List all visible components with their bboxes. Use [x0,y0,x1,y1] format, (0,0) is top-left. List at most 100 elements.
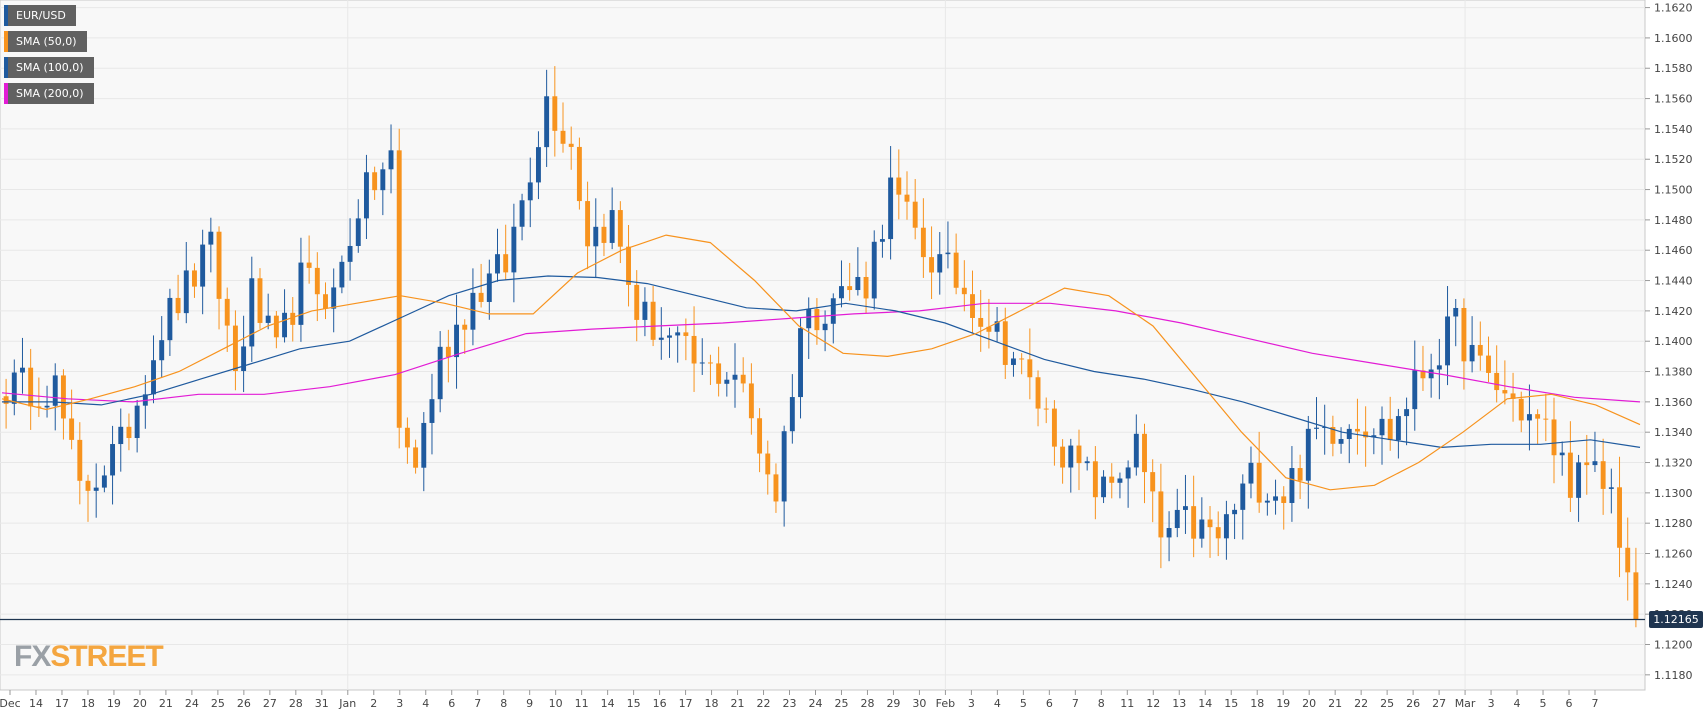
x-tick-label: 11 [575,697,589,710]
logo-fx: FX [14,640,51,673]
candle-body [1117,478,1123,483]
sma200-line [1,302,1641,403]
x-tick-label: 25 [1380,697,1394,710]
candle-body [511,226,517,273]
x-tick-label: 18 [81,697,95,710]
legend-item-sma100[interactable]: SMA (100,0) [4,57,94,78]
candle-body [372,172,378,191]
candle-body [363,172,369,219]
candle-body [904,194,910,202]
y-tick-label: 1.1620 [1654,2,1693,15]
candle-body [1101,476,1107,498]
candle-body [1617,487,1622,548]
candle-body [69,418,75,440]
x-tick-label: 31 [315,697,329,710]
candle-body [93,487,99,491]
candle-body [1289,468,1295,503]
candle-body [298,262,304,325]
candle-body [544,96,550,148]
candle-body [798,328,803,398]
candle-body [1379,418,1385,436]
x-tick-label: 7 [1072,697,1079,710]
candle-body [110,444,116,476]
candle-body [535,147,541,183]
candle-body [1404,409,1410,417]
legend-item-sma200[interactable]: SMA (200,0) [4,83,94,104]
candle-body [1445,316,1450,366]
x-tick-label: Dec [0,697,21,710]
x-tick-label: 27 [1432,697,1446,710]
x-tick-label: 28 [860,697,874,710]
candle-body [830,298,836,324]
candle-body [175,297,181,314]
x-tick-label: 17 [679,697,693,710]
candle-body [1576,462,1582,498]
legend-item-sma50[interactable]: SMA (50,0) [4,31,87,52]
candle-body [1502,390,1508,394]
x-tick-label: 20 [133,697,147,710]
candle-body [1084,461,1090,464]
candle-body [568,143,574,147]
candle-body [986,326,992,332]
candle-body [1248,462,1254,484]
candle-body [470,292,476,330]
legend-item-eurusd[interactable]: EUR/USD [4,5,76,26]
legend-swatch [4,31,8,52]
x-tick-label: 6 [448,697,455,710]
candle-body [306,262,312,268]
plot-area[interactable] [0,0,1646,691]
x-tick-label: 24 [808,697,822,710]
candle-body [585,201,591,247]
candle-body [1019,358,1025,360]
candle-body [1395,416,1401,441]
candle-body [1428,369,1434,379]
candle-body [1207,519,1213,528]
candle-body [454,324,460,358]
candle-body [118,426,124,445]
candle-body [765,453,771,475]
candle-body [863,276,869,299]
candle-body [937,254,943,273]
candle-body [1223,514,1229,539]
candle-body [52,375,58,406]
candle-body [1625,547,1631,573]
candle-body [806,309,812,329]
x-tick-label: 16 [653,697,667,710]
candle-body [593,226,599,247]
candle-body [1027,359,1033,378]
candle-body [249,278,255,347]
x-tick-label: 3 [1488,697,1495,710]
sma100-line [2,275,1641,449]
x-tick-label: 14 [29,697,43,710]
candle-body [724,379,730,384]
x-tick-label: 2 [370,697,377,710]
candle-body [789,397,795,432]
candle-body [1461,307,1467,362]
candle-body [241,346,247,372]
candle-body [560,130,566,144]
x-axis: Dec 14 17 18 19 20 21 24 25 26 27 28 31 Jan 2 3 4 6 7 8 9 10 1… [0,690,1599,710]
candle-body [290,312,296,325]
x-tick-label: 8 [1098,697,1105,710]
x-tick-label: 12 [1146,697,1160,710]
y-tick-label: 1.1560 [1654,93,1693,106]
y-tick-label: 1.1580 [1654,62,1693,75]
y-tick-label: 1.1280 [1654,517,1693,530]
candle-body [1182,506,1188,510]
candle-body [216,231,222,299]
candle-body [609,210,615,243]
candle-body [1526,414,1532,421]
y-tick-label: 1.1440 [1654,275,1693,288]
candle-body [1133,433,1139,468]
x-tick-label: 9 [526,697,533,710]
x-tick-label: 29 [886,697,900,710]
x-tick-label: 24 [185,697,199,710]
candle-body [314,267,320,295]
candle-body [847,286,853,291]
candle-body [658,337,664,340]
candle-body [929,257,935,273]
candle-body [1142,433,1147,473]
legend-swatch [4,83,8,104]
grid-lines [0,0,1645,690]
